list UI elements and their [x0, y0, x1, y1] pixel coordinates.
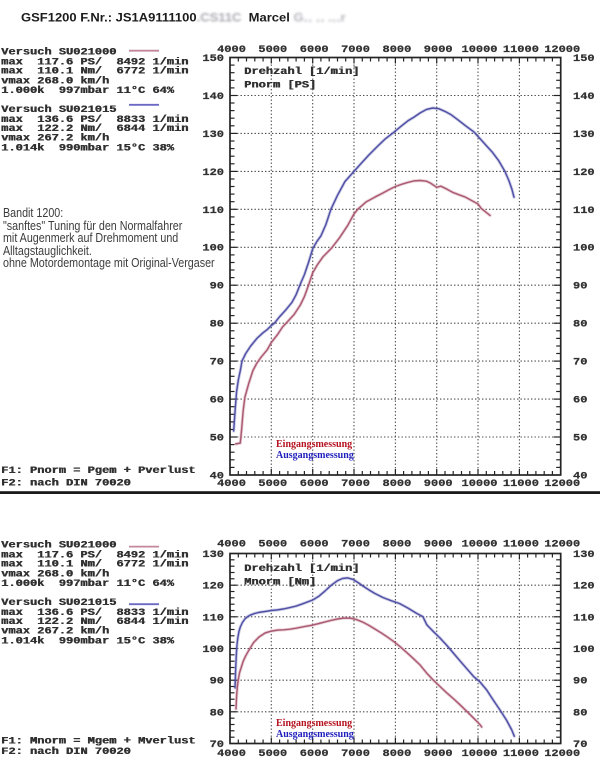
svg-text:5000: 5000 [258, 749, 287, 760]
svg-text:5000: 5000 [258, 539, 287, 550]
svg-text:12000: 12000 [544, 749, 580, 760]
svg-text:7000: 7000 [341, 749, 370, 760]
svg-text:11000: 11000 [503, 479, 539, 490]
svg-text:4000: 4000 [217, 45, 246, 56]
svg-text:110: 110 [573, 206, 595, 217]
svg-text:6000: 6000 [300, 539, 329, 550]
svg-text:8000: 8000 [382, 749, 411, 760]
svg-text:100: 100 [202, 645, 224, 656]
svg-text:7000: 7000 [341, 539, 370, 550]
svg-text:8000: 8000 [382, 45, 411, 56]
svg-text:50: 50 [573, 433, 587, 444]
svg-text:130: 130 [573, 550, 595, 561]
svg-text:5000: 5000 [258, 479, 287, 490]
svg-text:50: 50 [210, 433, 224, 444]
svg-text:12000: 12000 [544, 45, 580, 56]
svg-text:90: 90 [210, 282, 224, 293]
svg-text:110: 110 [202, 206, 224, 217]
svg-text:11000: 11000 [503, 539, 539, 550]
svg-text:12000: 12000 [544, 479, 580, 490]
svg-text:10000: 10000 [461, 45, 497, 56]
svg-text:70: 70 [210, 357, 224, 368]
svg-text:110: 110 [202, 613, 224, 624]
svg-text:100: 100 [202, 244, 224, 255]
svg-text:120: 120 [573, 581, 595, 592]
svg-text:11000: 11000 [503, 749, 539, 760]
svg-text:12000: 12000 [544, 539, 580, 550]
svg-text:9000: 9000 [424, 479, 453, 490]
svg-text:7000: 7000 [341, 479, 370, 490]
svg-text:100: 100 [573, 645, 595, 656]
svg-text:130: 130 [202, 550, 224, 561]
svg-text:80: 80 [210, 319, 224, 330]
svg-text:4000: 4000 [217, 749, 246, 760]
svg-text:60: 60 [573, 395, 587, 406]
svg-text:80: 80 [573, 708, 587, 719]
svg-text:6000: 6000 [300, 749, 329, 760]
svg-text:70: 70 [573, 740, 587, 751]
svg-text:80: 80 [210, 708, 224, 719]
svg-text:130: 130 [573, 130, 595, 141]
svg-text:120: 120 [202, 168, 224, 179]
svg-text:6000: 6000 [300, 45, 329, 56]
svg-text:100: 100 [573, 244, 595, 255]
svg-text:11000: 11000 [503, 45, 539, 56]
svg-text:120: 120 [202, 581, 224, 592]
svg-text:4000: 4000 [217, 539, 246, 550]
svg-text:4000: 4000 [217, 479, 246, 490]
svg-text:40: 40 [573, 471, 587, 482]
svg-text:90: 90 [573, 282, 587, 293]
svg-text:130: 130 [202, 130, 224, 141]
svg-text:150: 150 [573, 54, 595, 65]
svg-text:9000: 9000 [424, 45, 453, 56]
svg-text:40: 40 [210, 471, 224, 482]
svg-text:8000: 8000 [382, 539, 411, 550]
svg-text:80: 80 [573, 319, 587, 330]
svg-text:70: 70 [573, 357, 587, 368]
svg-text:9000: 9000 [424, 749, 453, 760]
svg-text:6000: 6000 [300, 479, 329, 490]
svg-text:5000: 5000 [258, 45, 287, 56]
svg-text:10000: 10000 [461, 539, 497, 550]
svg-text:110: 110 [573, 613, 595, 624]
svg-text:9000: 9000 [424, 539, 453, 550]
svg-text:90: 90 [573, 676, 587, 687]
svg-text:8000: 8000 [382, 479, 411, 490]
svg-text:140: 140 [202, 92, 224, 103]
svg-text:70: 70 [210, 740, 224, 751]
svg-text:10000: 10000 [461, 479, 497, 490]
svg-text:90: 90 [210, 676, 224, 687]
svg-text:140: 140 [573, 92, 595, 103]
svg-text:150: 150 [202, 54, 224, 65]
svg-text:120: 120 [573, 168, 595, 179]
svg-text:60: 60 [210, 395, 224, 406]
svg-text:7000: 7000 [341, 45, 370, 56]
svg-text:10000: 10000 [461, 749, 497, 760]
